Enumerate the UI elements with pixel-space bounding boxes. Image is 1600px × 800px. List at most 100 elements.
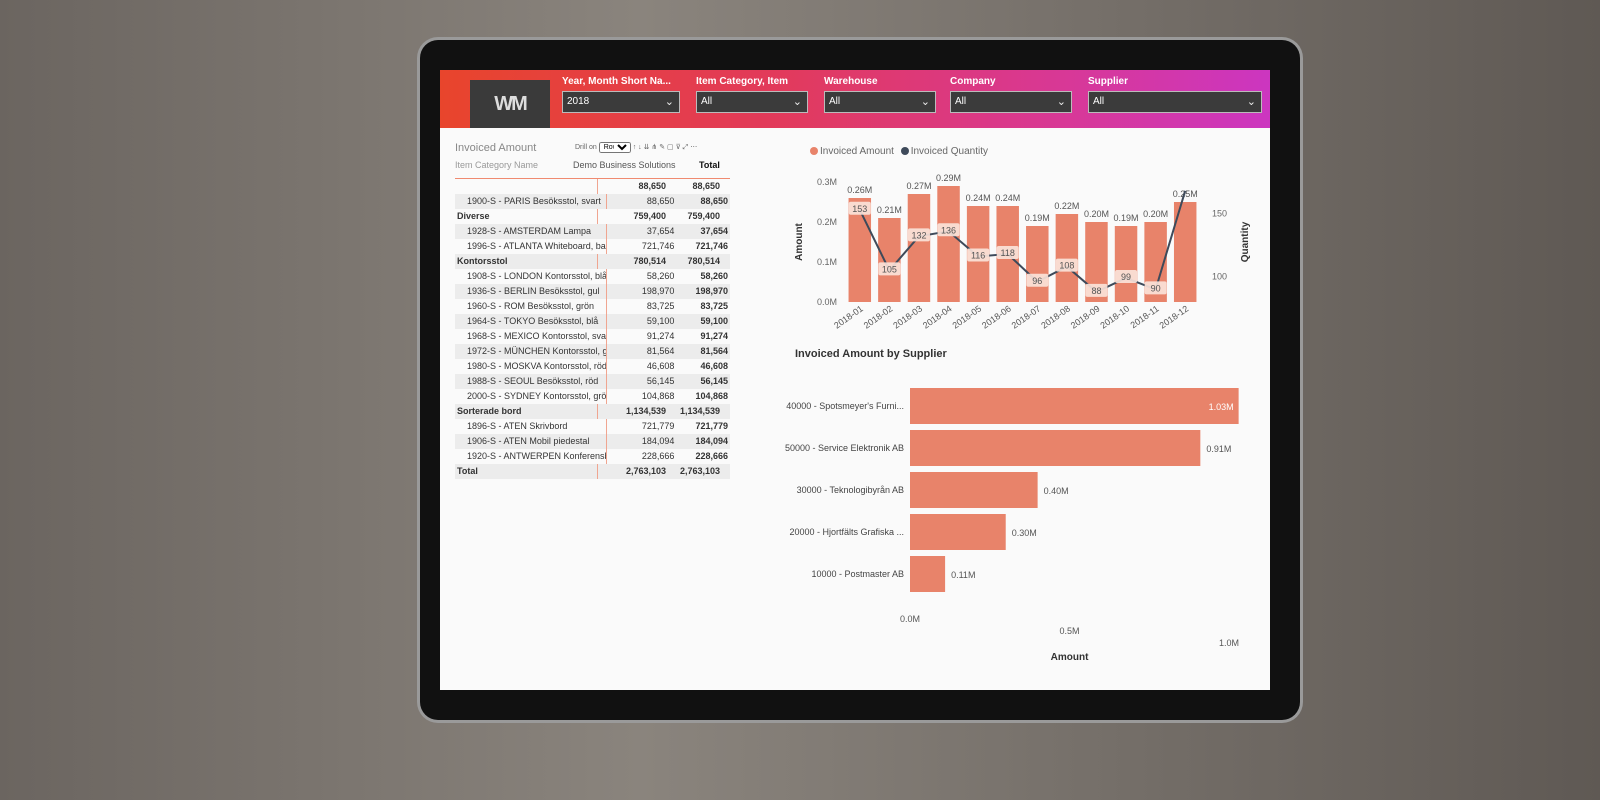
table-row[interactable]: 1996-S - ATLANTA Whiteboard, bas 721,746 7… <box>455 239 730 254</box>
drill-toolbar-icons[interactable]: ↑ ↓ ⇊ ⋔ ✎ ▢ ⊽ ⤢ ⋯ <box>632 144 698 151</box>
row-label <box>455 179 598 194</box>
slicer-dropdown[interactable]: All ⌄ <box>950 91 1072 113</box>
quantity-data-label: 153 <box>852 204 867 214</box>
row-label: Diverse <box>455 209 598 224</box>
supplier-data-label: 0.40M <box>1044 486 1069 496</box>
amount-data-label: 0.26M <box>847 185 872 195</box>
amount-data-label: 0.19M <box>1114 213 1139 223</box>
quantity-label-bg <box>996 246 1019 259</box>
cell-company: 59,100 <box>646 316 675 326</box>
x-tick-label: 2018-01 <box>832 303 865 330</box>
report-canvas: WM Year, Month Short Na... 2018 ⌄ Item Ca… <box>440 70 1270 690</box>
slicer-label: Year, Month Short Na... <box>562 76 671 87</box>
supplier-label: 20000 - Hjortfälts Grafiska ... <box>789 527 904 537</box>
quantity-data-label: 88 <box>1091 286 1101 296</box>
table-row[interactable]: Sorterade bord 1,134,539 1,134,539 <box>455 404 730 419</box>
table-row[interactable]: 1968-S - MEXICO Kontorsstol, svart 91,274… <box>455 329 730 344</box>
quantity-data-label: 96 <box>1032 276 1042 286</box>
table-row[interactable]: 1896-S - ATEN Skrivbord 721,779 721,779 <box>455 419 730 434</box>
table-row[interactable]: 1908-S - LONDON Kontorsstol, blå 58,260 58… <box>455 269 730 284</box>
row-label: 1960-S - ROM Besöksstol, grön <box>455 299 607 314</box>
table-row[interactable]: 1980-S - MOSKVA Kontorsstol, röd 46,608 46… <box>455 359 730 374</box>
slicer-supplier[interactable]: Supplier All ⌄ <box>1088 76 1262 113</box>
slicer-year-month[interactable]: Year, Month Short Na... 2018 ⌄ <box>562 76 680 113</box>
table-row[interactable]: 1972-S - MÜNCHEN Kontorsstol, gul 81,564 8… <box>455 344 730 359</box>
cell-company: 46,608 <box>646 361 675 371</box>
drill-select[interactable]: Rows <box>598 142 631 153</box>
quantity-label-bg <box>1055 258 1078 272</box>
table-row[interactable]: 1928-S - AMSTERDAM Lampa 37,654 37,654 <box>455 224 730 239</box>
quantity-data-label: 99 <box>1121 272 1131 282</box>
chevron-down-icon: ⌄ <box>920 96 930 108</box>
y-axis-title: Amount <box>794 222 805 260</box>
cell-company: 2,763,103 <box>625 466 666 476</box>
legend-quantity[interactable]: Invoiced Quantity <box>910 146 988 157</box>
cell-total: 56,145 <box>700 376 729 386</box>
amount-data-label: 0.20M <box>1143 209 1168 219</box>
quantity-label-bg <box>1085 283 1108 297</box>
slicer-dropdown[interactable]: All ⌄ <box>696 91 808 113</box>
company-logo: WM <box>470 80 550 128</box>
table-row[interactable]: Total 2,763,103 2,763,103 <box>455 464 730 479</box>
cell-total: 198,970 <box>695 286 729 296</box>
table-row[interactable]: 88,650 88,650 <box>455 179 730 194</box>
slicer-value: All <box>955 96 967 107</box>
table-row[interactable]: Kontorsstol 780,514 780,514 <box>455 254 730 269</box>
amount-bar <box>1085 222 1108 302</box>
table-row[interactable]: Diverse 759,400 759,400 <box>455 209 730 224</box>
cell-company: 1,134,539 <box>625 406 666 416</box>
table-row[interactable]: 1906-S - ATEN Mobil piedestal 184,094 184,… <box>455 434 730 449</box>
cell-total: 81,564 <box>700 346 729 356</box>
matrix-body: 88,650 88,650 1900-S - PARIS Besöksstol, s… <box>455 179 730 479</box>
quantity-label-bg <box>848 201 871 215</box>
cell-company: 104,868 <box>641 391 675 401</box>
quantity-label-bg <box>907 228 930 242</box>
amount-data-label: 0.20M <box>1084 209 1109 219</box>
x-tick-label: 2018-04 <box>921 303 954 330</box>
slicer-company[interactable]: Company All ⌄ <box>950 76 1072 113</box>
row-header[interactable]: Item Category Name <box>455 160 539 170</box>
cell-company: 83,725 <box>646 301 675 311</box>
supplier-bar <box>910 472 1038 508</box>
supplier-data-label: 0.91M <box>1206 444 1231 454</box>
row-label: 1936-S - BERLIN Besöksstol, gul <box>455 284 607 299</box>
y2-tick-label: 150 <box>1212 209 1227 219</box>
quantity-data-label: 132 <box>911 230 926 240</box>
legend-amount[interactable]: Invoiced Amount <box>820 146 894 157</box>
quantity-label-bg <box>1115 270 1138 283</box>
legend-quantity-marker <box>900 147 909 156</box>
supplier-data-label: 0.11M <box>951 570 975 580</box>
slicer-item-category[interactable]: Item Category, Item All ⌄ <box>696 76 808 113</box>
slicer-warehouse[interactable]: Warehouse All ⌄ <box>824 76 936 113</box>
table-row[interactable]: 1964-S - TOKYO Besöksstol, blå 59,100 59,1… <box>455 314 730 329</box>
amount-bar <box>878 218 901 302</box>
cell-company: 184,094 <box>641 436 675 446</box>
column-header-total[interactable]: Total <box>699 160 720 170</box>
amount-data-label: 0.29M <box>936 173 961 183</box>
slicer-dropdown[interactable]: 2018 ⌄ <box>562 91 680 113</box>
cell-total: 721,746 <box>695 241 729 251</box>
cell-total: 759,400 <box>687 211 720 221</box>
table-row[interactable]: 2000-S - SYDNEY Kontorsstol, grön 104,868… <box>455 389 730 404</box>
x-tick-label: 1.0M <box>1219 638 1239 648</box>
table-row[interactable]: 1900-S - PARIS Besöksstol, svart 88,650 88… <box>455 194 730 209</box>
drill-label: Drill on <box>575 144 597 151</box>
cell-total: 184,094 <box>695 436 729 446</box>
slicer-value: All <box>1093 96 1105 107</box>
quantity-data-label: 108 <box>1059 261 1074 271</box>
slicer-dropdown[interactable]: All ⌄ <box>1088 91 1262 113</box>
chevron-down-icon: ⌄ <box>792 96 802 108</box>
cell-total: 780,514 <box>687 256 720 266</box>
table-row[interactable]: 1960-S - ROM Besöksstol, grön 83,725 83,72… <box>455 299 730 314</box>
x-tick-label: 2018-09 <box>1069 303 1102 330</box>
table-row[interactable]: 1988-S - SEOUL Besöksstol, röd 56,145 56,1… <box>455 374 730 389</box>
column-header-company[interactable]: Demo Business Solutions <box>573 160 676 170</box>
cell-company: 721,746 <box>641 241 675 251</box>
supplier-bar <box>910 430 1201 466</box>
table-row[interactable]: 1920-S - ANTWERPEN Konferensbord 228,666 2… <box>455 449 730 464</box>
supplier-bar <box>910 514 1006 550</box>
supplier-data-label: 1.03M <box>1209 402 1234 412</box>
table-row[interactable]: 1936-S - BERLIN Besöksstol, gul 198,970 19… <box>455 284 730 299</box>
slicer-dropdown[interactable]: All ⌄ <box>824 91 936 113</box>
row-label: Sorterade bord <box>455 404 598 419</box>
